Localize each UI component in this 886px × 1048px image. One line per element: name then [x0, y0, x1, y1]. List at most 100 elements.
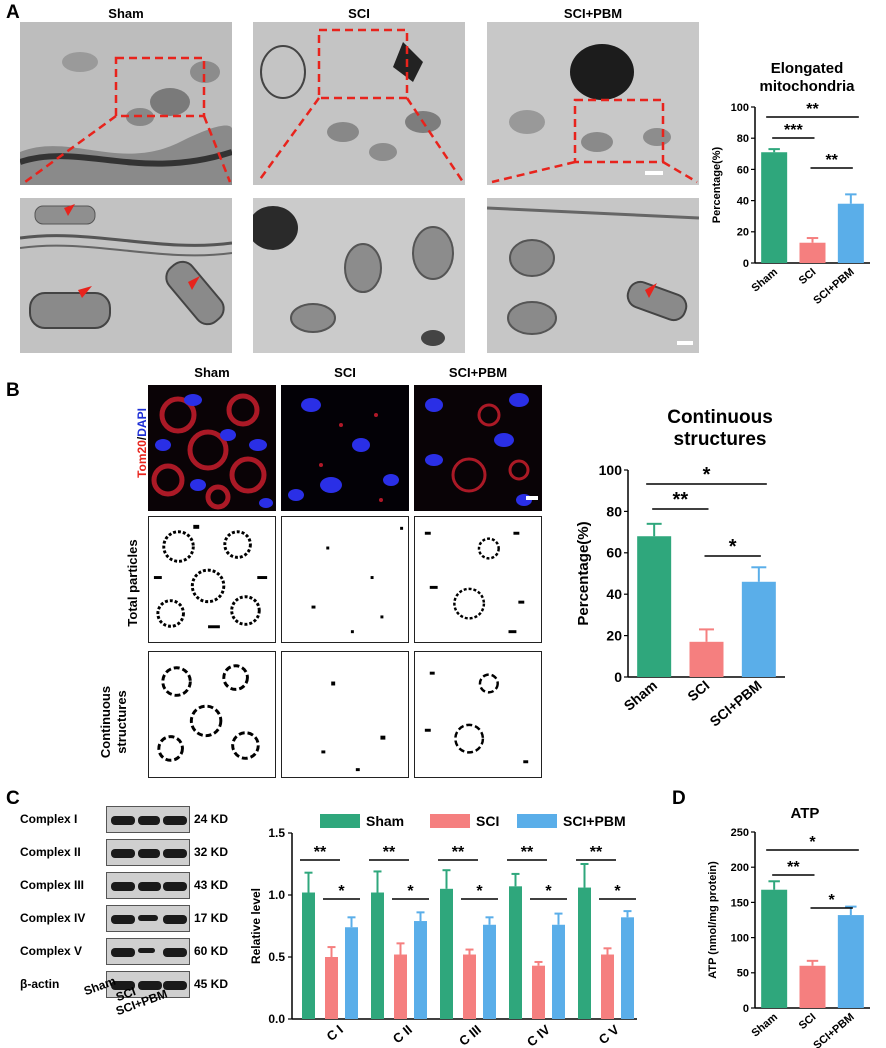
blot-row-label: β-actin	[20, 977, 60, 991]
y-tick-label: 200	[731, 862, 749, 874]
em-image-sham-overview	[20, 22, 232, 185]
significance-label: ***	[784, 122, 803, 139]
significance-label: *	[476, 883, 483, 900]
bar-sham	[761, 152, 788, 263]
significance-label: *	[545, 883, 552, 900]
total-particles-image-sham	[148, 516, 276, 643]
row-label-tom20: Tom20	[135, 440, 149, 478]
x-tick-label: SCI	[684, 677, 712, 704]
em-image-pbm-zoom	[487, 198, 699, 353]
significance-label: *	[407, 883, 414, 900]
chart-complexes: 0.0 0.5 1.0 1.5 Relative level Sham SCI SCI+PBM…	[249, 813, 637, 1048]
row-label-sep: /	[135, 436, 149, 441]
chart-d-title: ATP	[790, 805, 820, 822]
blot-kd-label: 60 KD	[194, 944, 229, 958]
legend-label: SCI+PBM	[563, 813, 626, 829]
blot-band	[163, 948, 188, 957]
y-axis-label: ATP (nmol/mg protein)	[707, 861, 719, 979]
bar-sham	[761, 889, 788, 1008]
y-tick-label: 0	[614, 669, 622, 685]
blot-row-label: Complex II	[20, 845, 81, 859]
chart-b-title-line2: structures	[673, 429, 767, 450]
blot-band	[163, 981, 188, 990]
em-image-sci-zoom	[253, 198, 465, 353]
blot-band	[138, 882, 162, 891]
panel-b-label: B	[6, 380, 20, 401]
y-tick-label: 80	[737, 133, 749, 145]
blot-kd-label: 45 KD	[194, 977, 229, 991]
blot-strip	[106, 905, 190, 932]
bar-0-2	[345, 927, 358, 1019]
blot-band	[138, 981, 163, 990]
y-axis-label: Relative level	[249, 888, 263, 964]
blot-band	[138, 915, 159, 921]
panel-a-col-sham: Sham	[108, 6, 144, 21]
blot-band	[111, 849, 136, 858]
panel-b-col-sham: Sham	[194, 365, 230, 380]
blot-band	[138, 849, 160, 858]
bar-3-1	[532, 965, 545, 1019]
panel-a-col-sci: SCI	[348, 6, 370, 21]
y-tick-label: 0.0	[268, 1012, 285, 1026]
x-tick-label: SCI+PBM	[811, 1011, 856, 1048]
y-tick-label: 80	[606, 503, 622, 519]
y-tick-label: 1.5	[268, 826, 285, 840]
bar-2-1	[463, 954, 476, 1019]
x-tick-label: Sham	[749, 266, 780, 295]
bar-scipbm	[837, 915, 864, 1008]
y-axis-label: Percentage(%)	[575, 521, 592, 625]
continuous-structures-image-sci	[281, 651, 409, 778]
x-tick-label: C IV	[524, 1022, 553, 1048]
continuous-structures-image-sham	[148, 651, 276, 778]
significance-label: *	[829, 892, 836, 909]
x-tick-label: C II	[390, 1022, 415, 1046]
bar-1-1	[394, 954, 407, 1019]
y-tick-label: 0	[743, 258, 749, 270]
fluorescence-image-sci	[281, 385, 409, 511]
y-tick-label: 60	[606, 545, 622, 561]
y-tick-label: 60	[737, 164, 749, 176]
blot-strip	[106, 839, 190, 866]
blot-strip	[106, 938, 190, 965]
x-tick-label: C III	[456, 1022, 484, 1048]
y-tick-label: 40	[606, 586, 622, 602]
y-tick-label: 100	[731, 102, 749, 114]
bar-4-0	[578, 887, 591, 1019]
significance-label: **	[521, 844, 534, 861]
panel-b-col-sci: SCI	[334, 365, 356, 380]
bar-2-0	[440, 888, 453, 1019]
blot-band	[111, 915, 136, 924]
blot-lane-labels: Sham SCI SCI+PBM	[72, 974, 202, 1045]
bar-3-0	[509, 886, 522, 1019]
panel-b-col-pbm: SCI+PBM	[448, 365, 508, 380]
significance-label: **	[825, 152, 838, 169]
blot-band	[163, 882, 188, 891]
em-image-sci-overview	[253, 22, 465, 185]
chart-b-title-line1: Continuous	[667, 407, 773, 428]
chart-a-title-line2: mitochondria	[759, 78, 855, 95]
total-particles-image-sci	[281, 516, 409, 643]
significance-label: **	[383, 844, 396, 861]
blot-row-label: Complex IV	[20, 911, 86, 925]
y-tick-label: 20	[606, 628, 622, 644]
blot-band	[111, 948, 136, 957]
x-tick-label: SCI	[797, 266, 819, 287]
fluorescence-image-sham	[148, 385, 276, 511]
bar-2-2	[483, 924, 496, 1019]
significance-label: *	[809, 834, 816, 851]
row-label-continuous-structures: Continuous structures	[98, 662, 132, 782]
chart-b-title: Continuous structures	[620, 407, 820, 451]
y-tick-label: 250	[731, 827, 749, 839]
panel-c-label: C	[6, 788, 20, 809]
western-blot: Complex I 24 KD Complex II 32 KD Complex III…	[0, 806, 245, 1006]
y-tick-label: 0	[743, 1003, 749, 1015]
bar-sham	[637, 536, 672, 677]
significance-label: **	[787, 859, 800, 876]
legend-swatch-0	[320, 814, 360, 828]
blot-kd-label: 17 KD	[194, 911, 229, 925]
significance-label: *	[338, 883, 345, 900]
blot-band	[111, 816, 136, 825]
significance-label: **	[673, 489, 689, 511]
significance-label: *	[703, 464, 711, 486]
y-tick-label: 20	[737, 227, 749, 239]
